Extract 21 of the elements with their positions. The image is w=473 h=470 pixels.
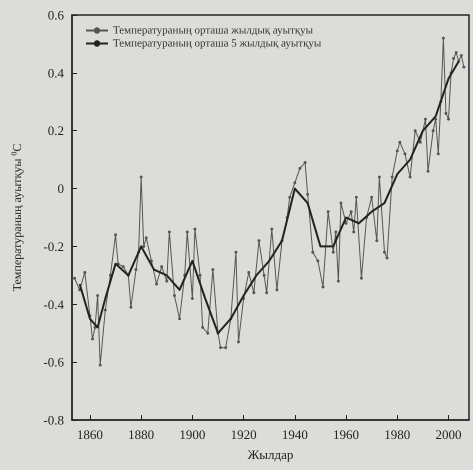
y-tick-label: 0.6 bbox=[48, 8, 64, 22]
x-tick-label: 2000 bbox=[436, 427, 462, 442]
legend-label: Температураның орташа жылдық ауытқуы bbox=[113, 24, 314, 36]
legend-label: Температураның орташа 5 жылдық ауытқуы bbox=[113, 38, 322, 50]
x-tick-label: 1860 bbox=[76, 427, 103, 442]
y-tick-label: 0.2 bbox=[48, 123, 64, 138]
x-tick-label: 1920 bbox=[230, 427, 257, 442]
y-tick-label: -0.4 bbox=[43, 296, 64, 312]
y-tick-label: -0.8 bbox=[43, 412, 64, 428]
y-tick-label: 0.4 bbox=[48, 65, 64, 80]
y-tick-label: -0.6 bbox=[43, 354, 64, 370]
y-tick-label: -0.2 bbox=[43, 238, 64, 254]
x-tick-label: 1980 bbox=[384, 427, 410, 442]
y-tick-label: 0 bbox=[58, 181, 64, 196]
x-tick-label: 1880 bbox=[128, 427, 154, 442]
x-tick-label: 1940 bbox=[282, 427, 308, 442]
line-series bbox=[78, 60, 460, 334]
x-tick-label: 1900 bbox=[179, 427, 206, 442]
y-axis-title: Температураның ауытқуы 0C bbox=[10, 144, 24, 292]
x-axis-title: Жылдар bbox=[248, 447, 294, 462]
x-tick-label: 1960 bbox=[333, 427, 360, 442]
